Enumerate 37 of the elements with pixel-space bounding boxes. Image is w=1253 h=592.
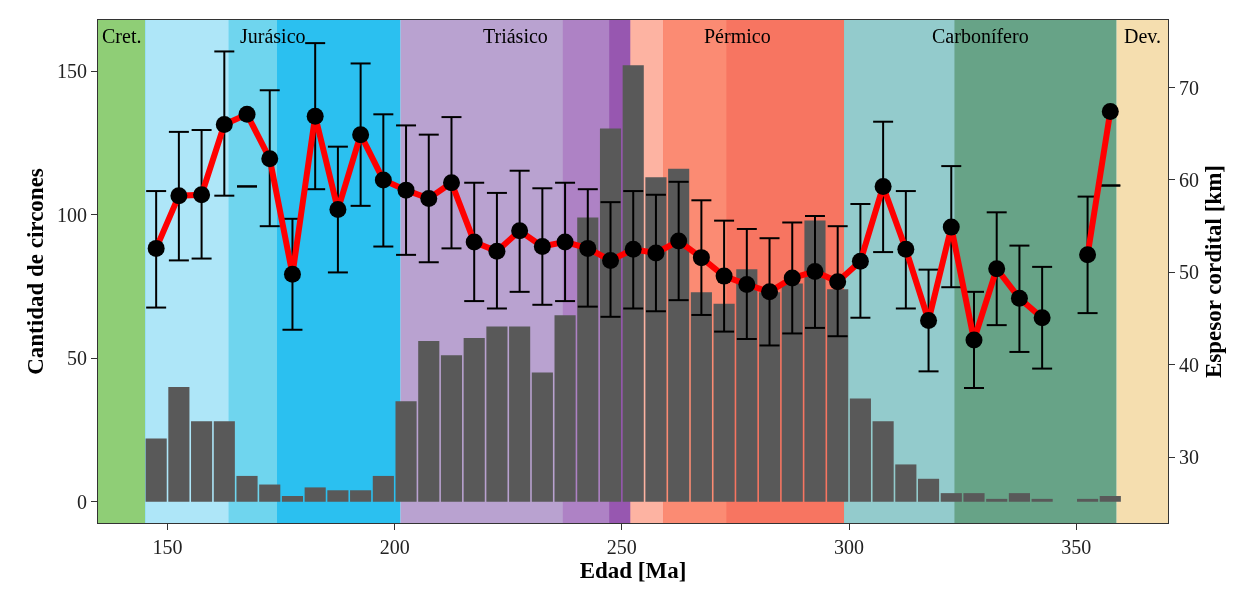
band-label: Cret. xyxy=(102,25,142,47)
band-label: Triásico xyxy=(483,25,548,47)
y2-tick-label: 60 xyxy=(1179,168,1199,191)
band-label: Jurásico xyxy=(240,25,306,47)
y2-tick-label: 50 xyxy=(1179,261,1199,284)
band-label: Pérmico xyxy=(704,25,771,47)
bar xyxy=(281,496,304,502)
x-tick-label: 200 xyxy=(379,536,410,558)
bar xyxy=(440,355,463,502)
bar xyxy=(917,478,940,502)
bar xyxy=(1099,496,1121,502)
bar xyxy=(849,398,871,502)
y2-tick-label: 70 xyxy=(1179,76,1199,99)
band-label: Dev. xyxy=(1124,25,1162,47)
y-tick-label: 150 xyxy=(57,60,87,83)
bar xyxy=(350,490,372,502)
x-tick-label: 150 xyxy=(152,536,183,558)
x-tick-label: 250 xyxy=(606,536,637,558)
bar xyxy=(509,326,531,502)
x-tick-label: 300 xyxy=(834,536,865,558)
y-tick-label: 100 xyxy=(57,203,87,226)
y-axis-title: Cantidad de circones xyxy=(23,168,49,375)
bar xyxy=(758,292,781,502)
bar xyxy=(690,292,712,502)
bar xyxy=(191,421,213,502)
bar xyxy=(1008,493,1030,502)
y-tick-label: 50 xyxy=(67,347,87,370)
bar xyxy=(1077,498,1099,502)
y2-tick-label: 40 xyxy=(1179,353,1199,376)
y2-tick-label: 30 xyxy=(1179,446,1199,469)
band-label: Carbonífero xyxy=(932,25,1029,47)
y2-axis-title: Espesor cordital [km] xyxy=(1200,165,1226,378)
x-axis-title: Edad [Ma] xyxy=(579,558,687,583)
bar xyxy=(531,372,553,502)
bar xyxy=(1031,498,1053,502)
y-tick-label: 0 xyxy=(77,490,87,513)
x-tick-label: 350 xyxy=(1061,536,1092,558)
